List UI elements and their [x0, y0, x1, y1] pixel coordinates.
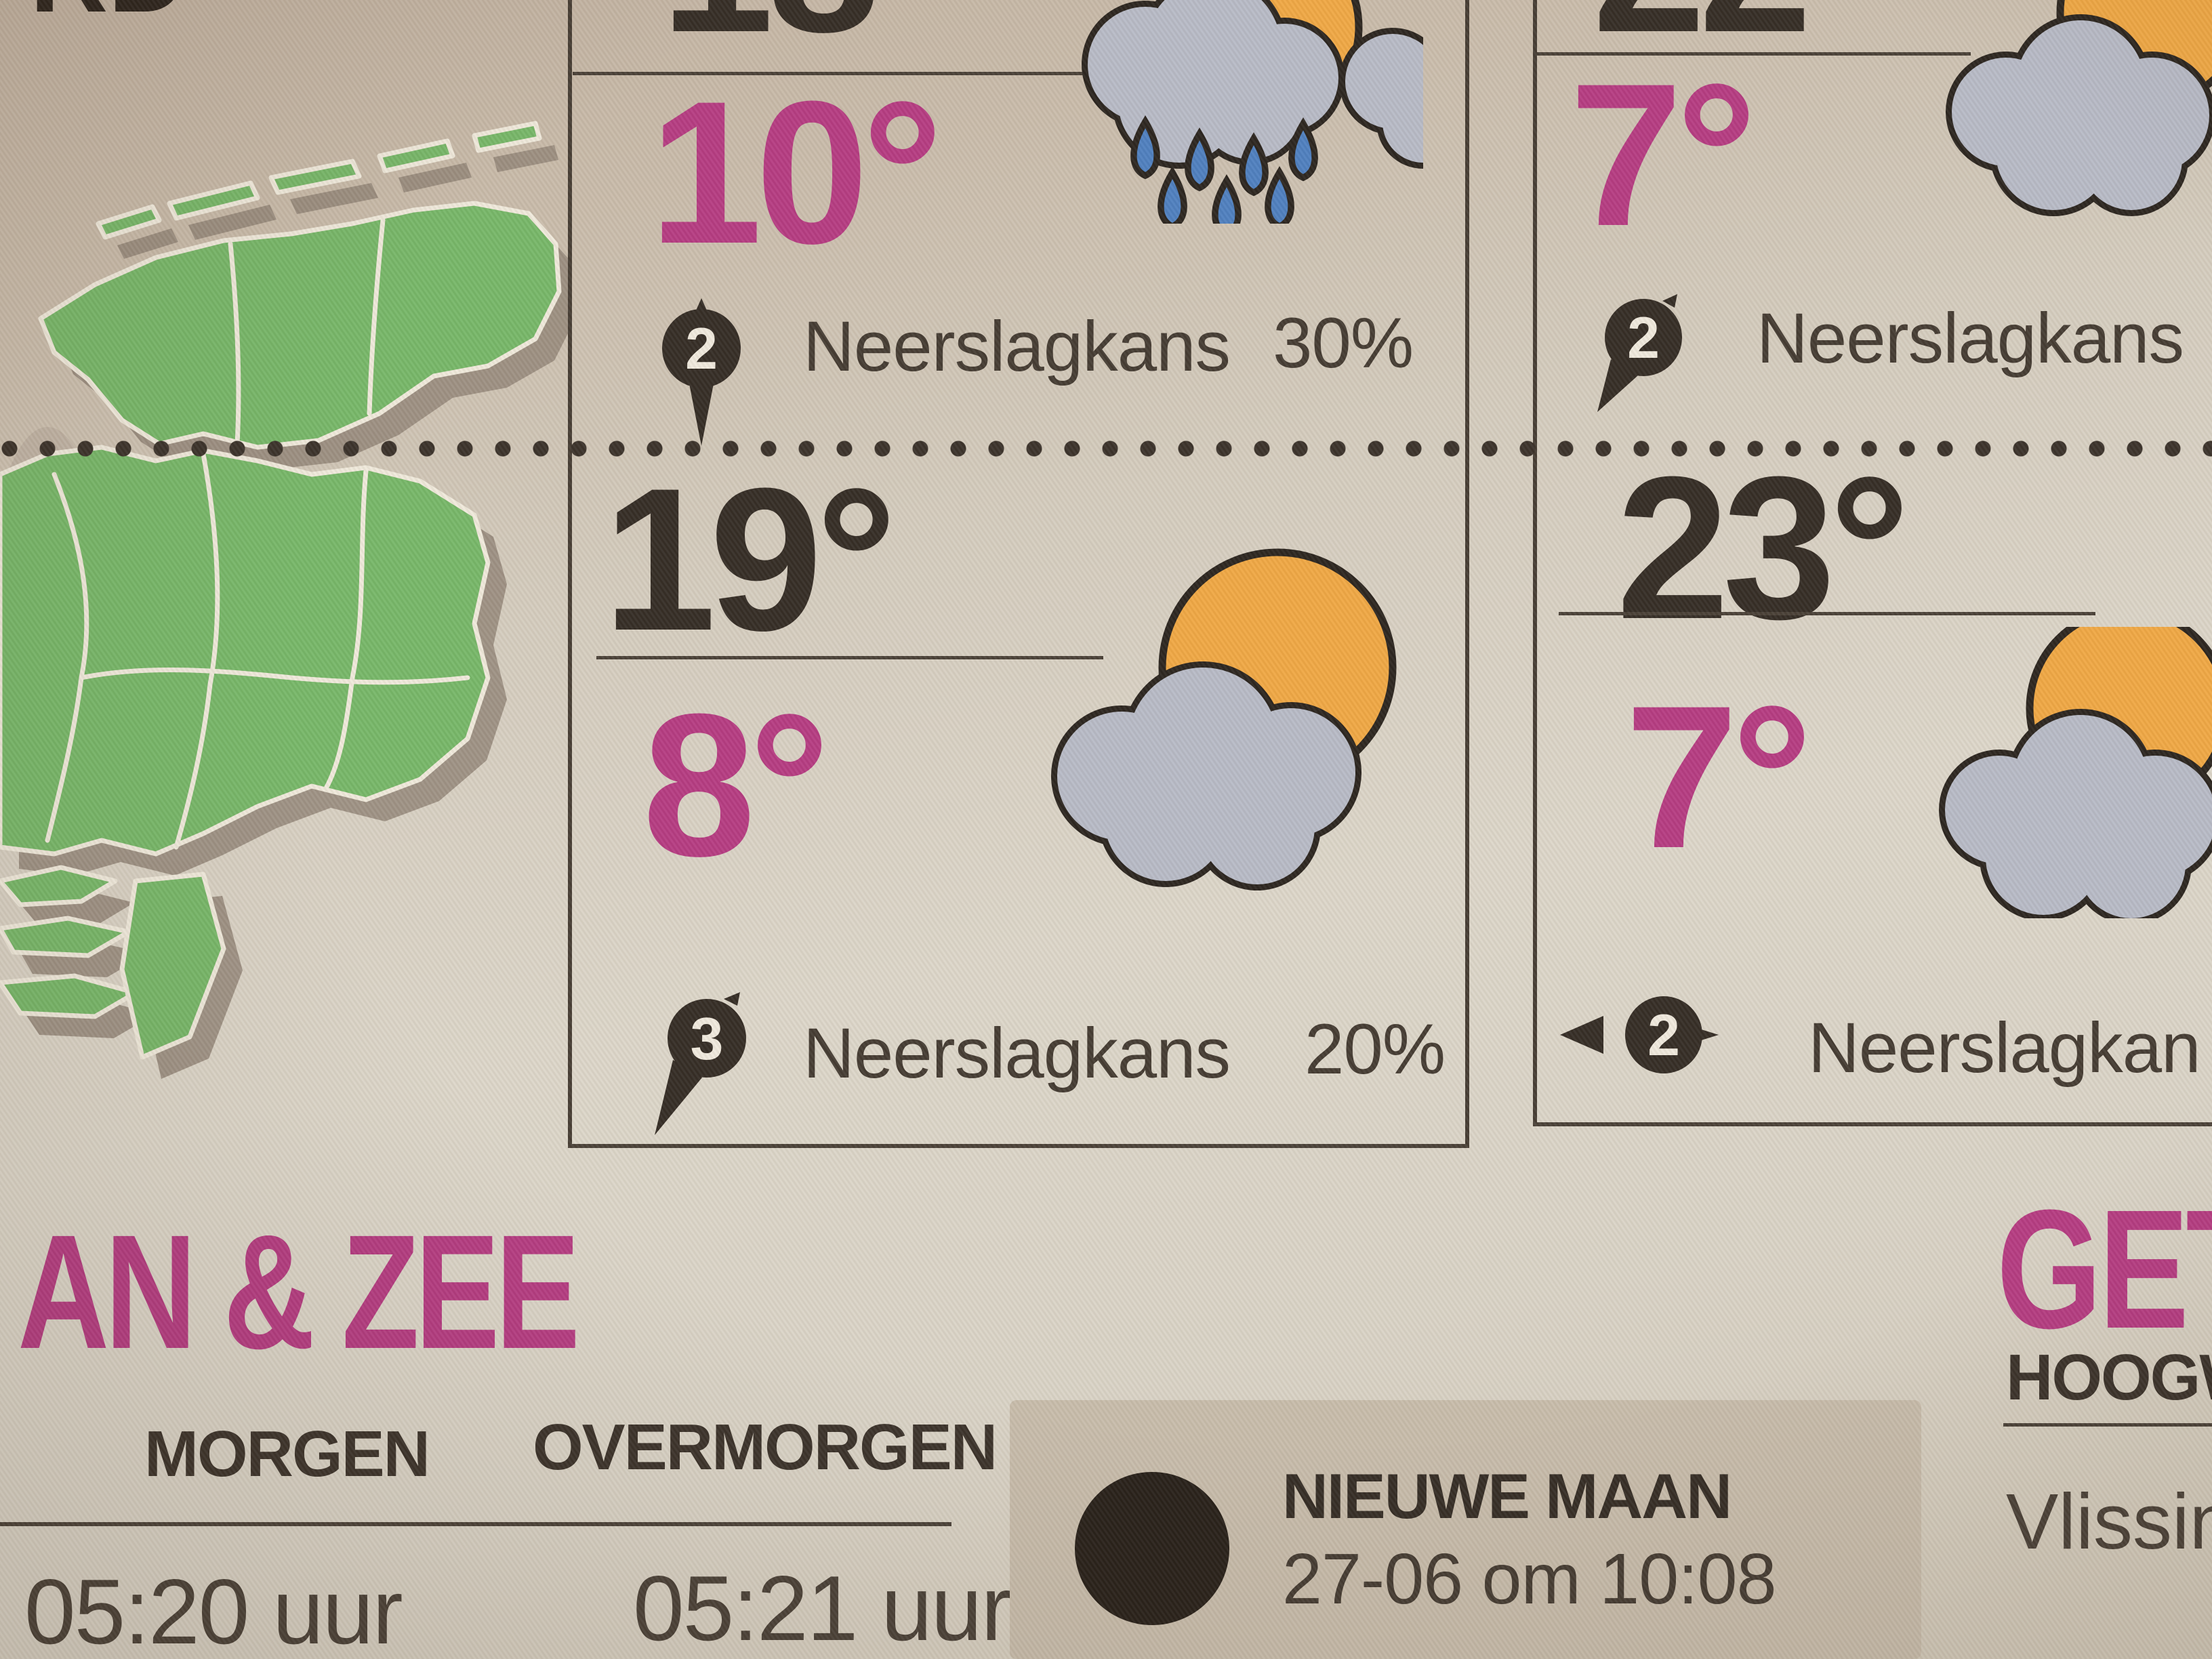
- rain-sun-cloud-icon: [1082, 0, 1423, 224]
- temp-high: 19°: [603, 445, 897, 673]
- cell-border-bottom-left: [568, 1144, 1469, 1148]
- moon-phase-box: NIEUWE MAAN 27-06 om 10:08: [1010, 1400, 1921, 1659]
- precip-value: 20%: [1305, 1010, 1446, 1089]
- temp-high-cutoff: 18: [661, 0, 880, 62]
- moon-phase-datetime: 27-06 om 10:08: [1282, 1539, 1777, 1619]
- temp-low: 10°: [649, 58, 943, 286]
- temp-low: 7°: [1625, 663, 1813, 890]
- sun-behind-cloud-icon: [1051, 548, 1397, 890]
- wind-force-value: 2: [1647, 1003, 1680, 1068]
- precip-label: Neerslagkans: [803, 307, 1231, 386]
- sunrise-time-morgen: 05:20 uur: [24, 1560, 403, 1659]
- temp-divider-rule: [1559, 612, 2095, 615]
- wind-direction-pin-southwest: 2: [1597, 294, 1682, 412]
- tide-station-name: Vlissin: [2006, 1477, 2212, 1565]
- new-moon-icon: [1075, 1472, 1229, 1625]
- tides-header-rule: [2003, 1423, 2212, 1427]
- table-header-rule: [0, 1522, 951, 1526]
- precip-label: Neerslagkans: [803, 1014, 1231, 1093]
- precip-label: Neerslagkans: [1757, 299, 2184, 378]
- temp-divider-rule: [573, 72, 1096, 75]
- cell-border-left: [568, 0, 572, 1147]
- wind-direction-pin-west: 2: [1560, 996, 1719, 1073]
- map-land: [0, 121, 562, 1060]
- region-headline-fragment: RD: [30, 0, 186, 28]
- cell-border-middle-a: [1465, 0, 1469, 1147]
- wind-direction-pin-southwest: 3: [655, 992, 746, 1135]
- cell-border-middle-b: [1533, 0, 1537, 1125]
- cell-border-bottom-right: [1533, 1122, 2212, 1126]
- temp-high: 23°: [1616, 434, 1910, 661]
- wind-direction-pin-south: 2: [662, 298, 741, 446]
- sunrise-time-overmorgen: 05:21 uur: [633, 1557, 1012, 1659]
- column-header-morgen: MORGEN: [144, 1418, 430, 1490]
- map-province-borders: [45, 218, 470, 850]
- day-divider-dotted-line: [0, 439, 2212, 458]
- tides-section-title: GET: [1996, 1174, 2212, 1364]
- temp-low: 8°: [642, 671, 830, 899]
- wind-force-value: 3: [691, 1005, 724, 1072]
- temp-divider-rule: [1537, 52, 1971, 56]
- temp-divider-rule: [596, 656, 1103, 659]
- precip-label: Neerslagkan: [1808, 1008, 2200, 1088]
- temp-low: 7°: [1570, 41, 1757, 268]
- wind-force-value: 2: [685, 316, 718, 382]
- sun-behind-cloud-icon: [1939, 627, 2212, 918]
- tides-subheading-hoogwater: HOOGW: [2006, 1341, 2212, 1414]
- wind-force-value: 2: [1627, 306, 1660, 371]
- netherlands-map: [0, 121, 568, 1079]
- moon-phase-name: NIEUWE MAAN: [1282, 1460, 1732, 1532]
- sun-moon-section-title: AN & ZEE: [18, 1201, 580, 1382]
- column-header-overmorgen: OVERMORGEN: [533, 1411, 998, 1483]
- temp-high-cutoff: 22: [1593, 0, 1812, 62]
- sun-behind-cloud-icon: [1946, 0, 2212, 216]
- raindrops: [1130, 115, 1318, 224]
- precip-value: 30%: [1273, 304, 1414, 383]
